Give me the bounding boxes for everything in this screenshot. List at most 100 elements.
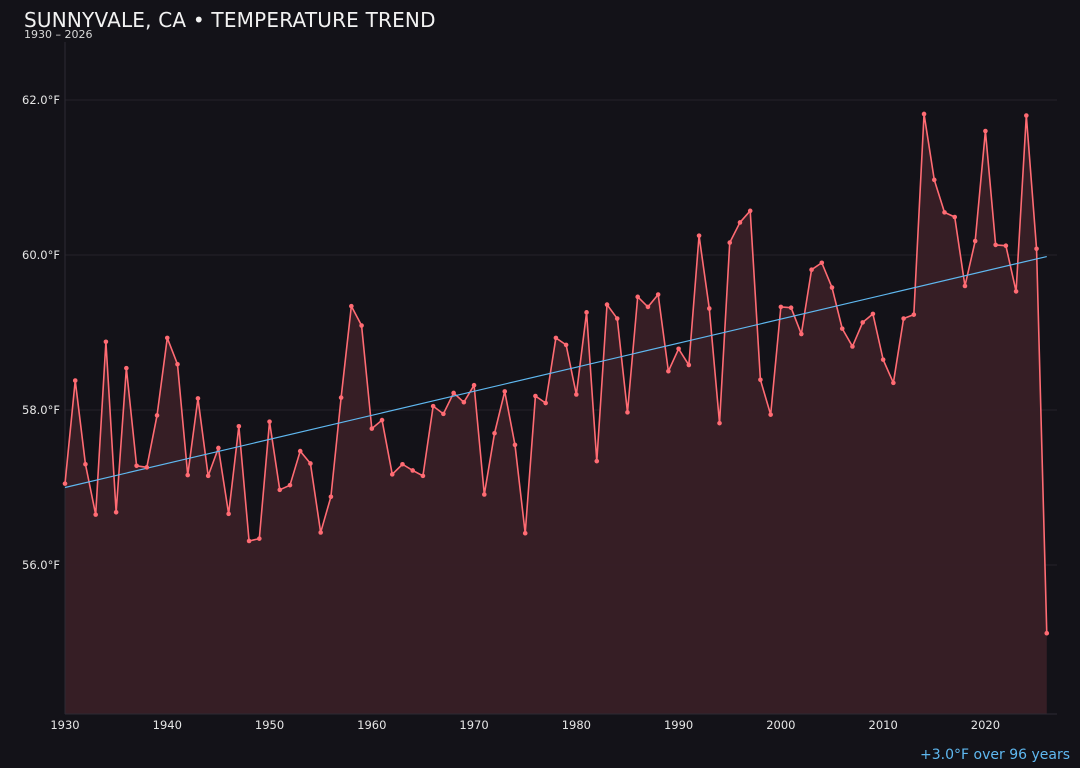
data-point (185, 472, 191, 478)
data-point (471, 382, 477, 388)
y-tick-label: 56.0°F (22, 558, 60, 572)
data-point (359, 323, 364, 328)
data-point (809, 267, 814, 273)
data-point (267, 419, 272, 424)
data-point (482, 492, 487, 497)
data-point (226, 511, 231, 517)
data-point (236, 423, 242, 429)
data-point (860, 320, 865, 325)
data-point (134, 463, 139, 469)
data-point (850, 344, 855, 349)
tick-labels: 56.0°F 58.0°F 60.0°F 62.0°F 1930 1940 1950 1960… (22, 93, 1000, 732)
data-point (727, 240, 733, 245)
data-point (880, 357, 886, 362)
data-point (124, 365, 129, 371)
data-point (1044, 630, 1050, 636)
data-point (1024, 113, 1029, 118)
data-point (962, 283, 968, 289)
data-point (461, 399, 467, 405)
data-point (788, 305, 794, 311)
trend-line (64, 255, 1047, 489)
data-point (829, 285, 835, 290)
chart-subtitle: 1930 – 2026 (24, 28, 93, 41)
data-point (993, 242, 998, 248)
data-point (778, 304, 784, 310)
data-point (195, 396, 201, 401)
data-point (246, 538, 252, 544)
data-point (400, 461, 405, 467)
data-point (799, 331, 804, 337)
y-tick-label: 58.0°F (22, 403, 60, 417)
data-point (430, 403, 436, 409)
axes (64, 42, 1057, 715)
data-point (666, 368, 671, 374)
y-tick-label: 62.0°F (22, 93, 60, 107)
x-tick-label: 2000 (766, 718, 795, 732)
data-point (625, 410, 630, 415)
x-tick-label: 2010 (869, 718, 898, 732)
data-point (93, 512, 98, 517)
data-point (901, 316, 906, 321)
x-tick-label: 1930 (50, 718, 79, 732)
data-point (144, 465, 150, 470)
data-point (921, 111, 927, 117)
data-point (911, 312, 917, 317)
data-point (216, 445, 221, 451)
data-point (154, 413, 160, 418)
data-point (686, 362, 692, 368)
data-point (512, 442, 518, 448)
x-tick-label: 1940 (153, 718, 182, 732)
data-point (441, 411, 446, 417)
data-point (972, 238, 978, 244)
data-point (308, 461, 313, 466)
data-point (952, 214, 958, 220)
data-point (349, 303, 354, 309)
data-point (113, 510, 119, 515)
data-point (277, 487, 283, 493)
data-point (696, 233, 702, 238)
data-point (574, 392, 579, 397)
x-tick-label: 2020 (971, 718, 1000, 732)
x-tick-label: 1980 (562, 718, 591, 732)
data-point (369, 426, 375, 431)
data-point (563, 342, 569, 348)
data-point (297, 448, 303, 454)
data-point (839, 326, 845, 331)
data-point (942, 210, 947, 215)
data-point (819, 260, 825, 266)
data-point (655, 292, 661, 297)
data-point (584, 310, 589, 315)
data-points (62, 111, 1050, 636)
data-point (72, 378, 78, 383)
data-point (522, 530, 528, 536)
data-point (451, 390, 456, 396)
data-point (328, 494, 334, 500)
data-point (635, 294, 640, 300)
x-tick-label: 1960 (357, 718, 386, 732)
x-tick-label: 1970 (459, 718, 488, 732)
data-point (1003, 243, 1009, 248)
area-fill-layer (65, 113, 1047, 714)
data-point (594, 458, 600, 464)
y-tick-label: 60.0°F (22, 248, 60, 262)
data-point (257, 536, 262, 541)
data-point (287, 482, 293, 488)
data-point (533, 393, 538, 399)
data-point (676, 346, 681, 352)
data-point (983, 128, 988, 134)
data-point (717, 420, 722, 426)
x-tick-label: 1950 (255, 718, 284, 732)
chart-title: SUNNYVALE, CA • TEMPERATURE TREND (24, 8, 436, 32)
data-point (931, 177, 937, 183)
data-point (737, 220, 743, 225)
data-point (706, 306, 712, 311)
data-point (604, 302, 610, 307)
trend-layer (64, 255, 1047, 489)
data-point (164, 335, 170, 341)
data-point (553, 335, 559, 341)
data-point (62, 481, 68, 486)
data-point (614, 316, 620, 321)
data-point (1013, 289, 1019, 294)
data-point (318, 530, 323, 535)
